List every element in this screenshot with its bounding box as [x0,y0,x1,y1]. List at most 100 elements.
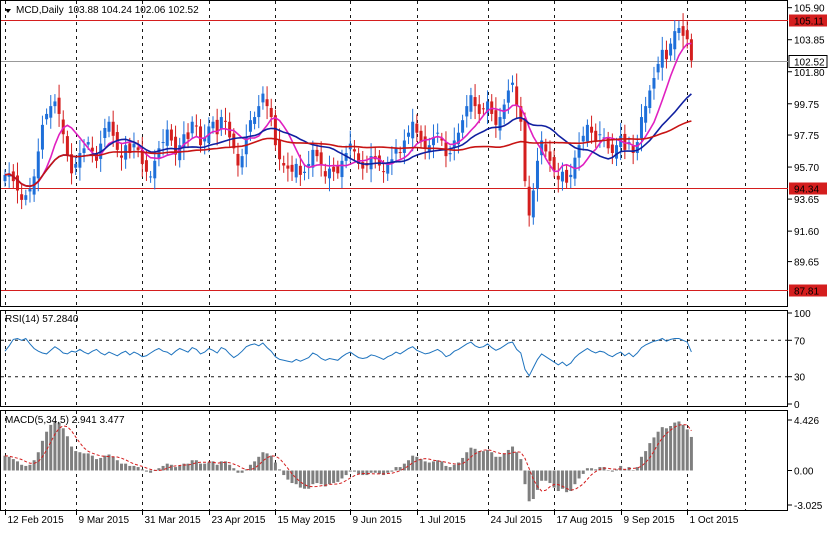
macd-histogram-bar [502,453,506,471]
rsi-panel-frame [0,310,788,407]
candle-body [648,90,652,108]
candle-body [286,165,290,169]
macd-histogram-bar [111,456,115,471]
x-tick-label: 23 Apr 2015 [212,515,266,526]
macd-histogram-bar [32,460,36,471]
candle-body [519,106,523,122]
macd-histogram-bar [65,436,69,471]
macd-histogram-bar [427,462,431,471]
macd-histogram-bar [203,463,207,471]
current-price-label: 102.52 [794,58,825,69]
macd-histogram-bar [286,470,290,480]
macd-histogram-bar [303,470,307,489]
candle-body [656,63,660,73]
candle-body [394,148,398,154]
macd-histogram-bar [319,470,323,485]
candle-body [644,106,648,123]
macd-histogram-bar [411,455,415,471]
macd-histogram-bar [186,463,190,471]
macd-histogram-bar [531,470,535,500]
macd-histogram-bar [431,461,435,471]
macd-histogram-bar [90,455,94,471]
macd-histogram-bar [311,470,315,485]
candle-body [90,147,94,152]
macd-histogram-bar [440,461,444,471]
level-price-label: 87.81 [794,287,819,298]
candle-body [40,124,44,150]
macd-histogram-bar [498,456,502,471]
candle-body [440,138,444,141]
candle-body [527,186,531,216]
macd-histogram-bar [581,470,585,474]
moving-average-line [4,93,692,188]
candle-body [594,130,598,141]
macd-histogram-bar [365,470,369,476]
macd-histogram-bar [677,421,681,471]
macd-histogram-bar [373,470,377,473]
candle-body [369,156,373,170]
candle-body [606,137,610,149]
macd-histogram-bar [544,470,548,481]
macd-histogram-bar [452,464,456,471]
candle-body [307,163,311,167]
macd-histogram-bar [86,453,90,471]
macd-histogram-bar [523,470,527,485]
macd-histogram-bar [107,454,111,471]
macd-histogram-bar [228,464,232,471]
candle-body [523,118,527,182]
macd-histogram-bar [265,453,269,471]
macd-histogram-bar [585,468,589,471]
candle-body [402,140,406,153]
candle-body [149,176,153,178]
candle-body [465,106,469,117]
candle-body [203,137,207,142]
candle-body [261,93,265,103]
candle-body [253,117,257,124]
candle-body [411,121,415,139]
x-tick-label: 9 Mar 2015 [79,515,130,526]
macd-histogram-bar [115,460,119,471]
candle-body [53,101,57,107]
macd-histogram-bar [211,461,215,471]
candle-body [199,126,203,146]
macd-histogram-bar [215,464,219,471]
macd-histogram-bar [128,465,132,471]
candle-body [352,149,356,152]
candle-body [577,145,581,158]
x-tick-label: 12 Feb 2015 [8,515,65,526]
candle-body [315,149,319,157]
candle-body [585,124,589,142]
candle-body [128,143,132,153]
macd-histogram-bar [290,470,294,484]
macd-histogram-bar [477,451,481,471]
macd-histogram-bar [469,447,473,471]
macd-histogram-bar [207,462,211,471]
candle-body [623,133,627,150]
macd-histogram-bar [144,470,148,472]
candle-body [82,148,86,153]
candle-body [382,171,386,173]
candle-body [219,117,223,129]
macd-histogram-bar [511,446,515,471]
macd-histogram-bar [352,470,356,472]
rsi-plot [1,337,788,378]
macd-histogram-bar [261,452,265,471]
price-y-tick-label: 101.80 [794,68,825,79]
candle-body [590,126,594,133]
macd-histogram-bar [140,469,144,471]
candle-body [265,99,269,107]
macd-histogram-bar [95,459,99,471]
candle-body [544,144,548,152]
candle-body [456,132,460,145]
candle-body [323,171,327,177]
macd-histogram-bar [248,464,252,471]
rsi-title: RSI(14) 57.2840 [5,314,79,325]
macd-histogram-bar [178,465,182,471]
candle-body [273,115,277,146]
macd-histogram-bar [506,449,510,471]
macd-histogram-bar [282,470,286,476]
chevron-down-icon[interactable] [5,9,11,13]
candle-body [357,153,361,164]
candle-body [635,142,639,153]
candle-body [610,144,614,153]
